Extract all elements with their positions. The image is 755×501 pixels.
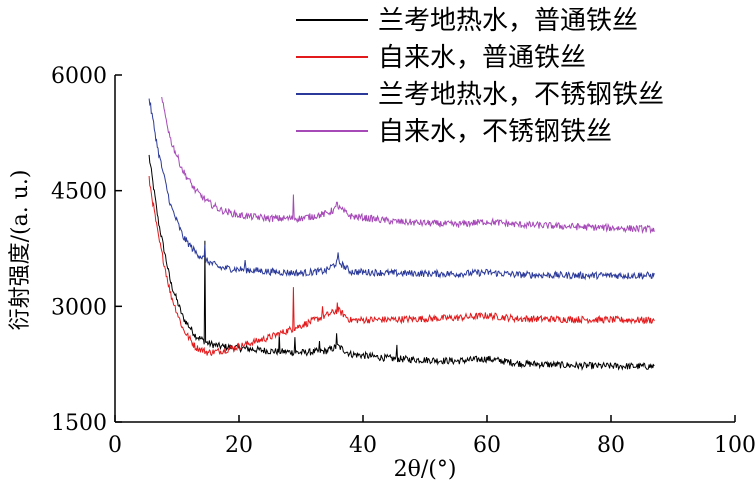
y-axis-title: 衍射强度/(a. u.) <box>8 170 33 331</box>
series-line-4 <box>161 97 655 235</box>
legend-label: 兰考地热水，普通铁丝 <box>378 6 638 36</box>
y-axis-ticks: 1500 3000 4500 6000 <box>51 64 122 436</box>
series-line-2 <box>148 175 655 357</box>
plot-lines <box>148 97 655 372</box>
y-tick-label: 4500 <box>51 180 107 205</box>
x-tick-label: 100 <box>714 433 755 458</box>
legend-label: 自来水，不锈钢铁丝 <box>378 117 612 147</box>
x-tick-label: 20 <box>225 433 253 458</box>
x-axis-ticks: 0 20 40 60 80 100 <box>108 415 755 458</box>
series-line-1 <box>148 154 655 372</box>
y-tick-label: 6000 <box>51 64 107 89</box>
x-tick-label: 40 <box>349 433 377 458</box>
y-tick-label: 1500 <box>51 411 107 436</box>
legend-label: 自来水，普通铁丝 <box>378 43 586 73</box>
x-axis-title: 2θ/(°) <box>394 457 457 482</box>
legend-label: 兰考地热水，不锈钢铁丝 <box>378 80 664 110</box>
x-tick-label: 80 <box>597 433 625 458</box>
y-tick-label: 3000 <box>51 295 107 320</box>
series-line-3 <box>148 98 655 281</box>
x-tick-label: 60 <box>473 433 501 458</box>
x-tick-label: 0 <box>108 433 122 458</box>
